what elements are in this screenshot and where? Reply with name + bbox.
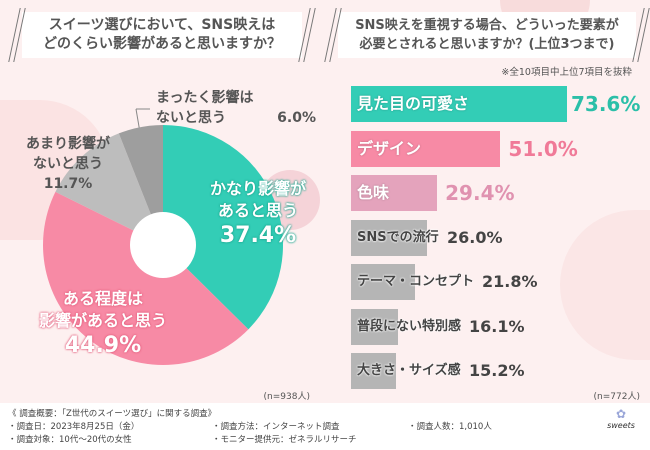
pie-value-somewhat: 44.9% — [64, 333, 142, 358]
pie-value-very: 37.4% — [219, 223, 297, 248]
right-chart-note: ※全10項目中上位7項目を抜粋 — [501, 67, 632, 78]
bar — [351, 309, 399, 345]
footer-heading: 《 調査概要：「Z世代のスイーツ選び」に関する調査》 — [8, 409, 217, 419]
bar-value: 15.2% — [469, 361, 525, 380]
footer-provider: ・モニター提供元：ゼネラルリサーチ — [212, 435, 357, 445]
footer-date: ・調査日：2023年8月25日（金） — [8, 422, 140, 432]
pie-label-none: まったく影響は ないと思う 6.0% — [156, 88, 316, 128]
bar-label: 見た目の可愛さ — [357, 94, 470, 113]
bar-value: 29.4% — [445, 181, 515, 205]
pie-chart — [42, 108, 283, 366]
sweets-logo: ✿ sweets — [606, 407, 636, 430]
pie-slice-somewhat — [42, 191, 249, 366]
bar-label: 大きさ・サイズ感 — [357, 363, 461, 378]
survey-footer: 《 調査概要：「Z世代のスイーツ選び」に関する調査》 ・調査日：2023年8月2… — [0, 403, 650, 450]
bar-label: SNSでの流行 — [357, 230, 439, 245]
bar-label: デザイン — [357, 139, 422, 158]
left-sample-size: (n=938人) — [263, 392, 310, 402]
pie-label-not-much-line1: あまり影響が — [26, 136, 110, 152]
bar-value: 21.8% — [482, 272, 538, 291]
bar — [351, 353, 396, 389]
pie-label-very-line2: あると思う — [217, 201, 298, 220]
right-sample-size: (n=772人) — [593, 392, 640, 402]
left-title-line1: スイーツ選びにおいて、SNS映えは — [48, 17, 276, 33]
bar-value: 16.1% — [469, 317, 525, 336]
bar-value: 51.0% — [508, 137, 578, 161]
background-fruit-decoration — [560, 210, 650, 360]
bar-label: 普段にない特別感 — [357, 319, 462, 334]
footer-method: ・調査方法：インターネット調査 — [212, 422, 340, 432]
logo-text: sweets — [607, 421, 635, 430]
pie-label-somewhat-line2: 影響があると思う — [38, 311, 167, 330]
bar-label: 色味 — [357, 183, 390, 202]
bar — [351, 220, 428, 256]
bar-label: テーマ・コンセプト — [357, 274, 475, 289]
bar-value: 73.6% — [571, 92, 641, 116]
flower-icon: ✿ — [615, 407, 627, 421]
pie-label-not-much: あまり影響が ないと思う 11.7% — [18, 134, 118, 194]
bar — [351, 86, 567, 122]
footer-target: ・調査対象：10代〜20代の女性 — [8, 435, 132, 445]
pie-label-none-line1: まったく影響は — [156, 90, 254, 106]
pie-value-none: 6.0% — [277, 110, 316, 126]
bar-value: 26.0% — [447, 228, 503, 247]
pie-label-none-line2-text: ないと思う — [156, 110, 226, 126]
pie-slice-not-much — [55, 133, 163, 245]
left-title-line2: どのくらい影響があると思いますか？ — [43, 36, 281, 52]
bar — [351, 175, 438, 211]
right-title-line2-text: 必要とされると思いますか？(上位3つまで) — [359, 37, 615, 52]
pie-label-none-line2: ないと思う 6.0% — [156, 108, 316, 128]
pie-label-somewhat-line1: ある程度は — [62, 289, 143, 308]
pie-center-hole — [130, 212, 196, 278]
pie-value-not-much: 11.7% — [43, 176, 93, 192]
right-title-line2: 必要とされると思いますか？(上位3つまで) — [338, 35, 636, 54]
pie-slice-very — [163, 125, 283, 330]
pie-label-very-line1: かなり影響が — [209, 179, 306, 198]
right-title-line1: SNS映えを重視する場合、どういった要素が — [355, 18, 619, 33]
left-chart-title: スイーツ選びにおいて、SNS映えは どのくらい影響があると思いますか？ — [22, 12, 302, 58]
bar — [351, 131, 501, 167]
bar — [351, 264, 415, 300]
pie-label-somewhat: ある程度は 影響があると思う 44.9% — [28, 288, 178, 360]
footer-count: ・調査人数：1,010人 — [408, 422, 492, 432]
right-chart-title: SNS映えを重視する場合、どういった要素が 必要とされると思いますか？(上位3つ… — [338, 12, 636, 58]
pie-label-not-much-line2: ないと思う — [33, 156, 103, 172]
pie-label-very: かなり影響が あると思う 37.4% — [196, 178, 320, 250]
